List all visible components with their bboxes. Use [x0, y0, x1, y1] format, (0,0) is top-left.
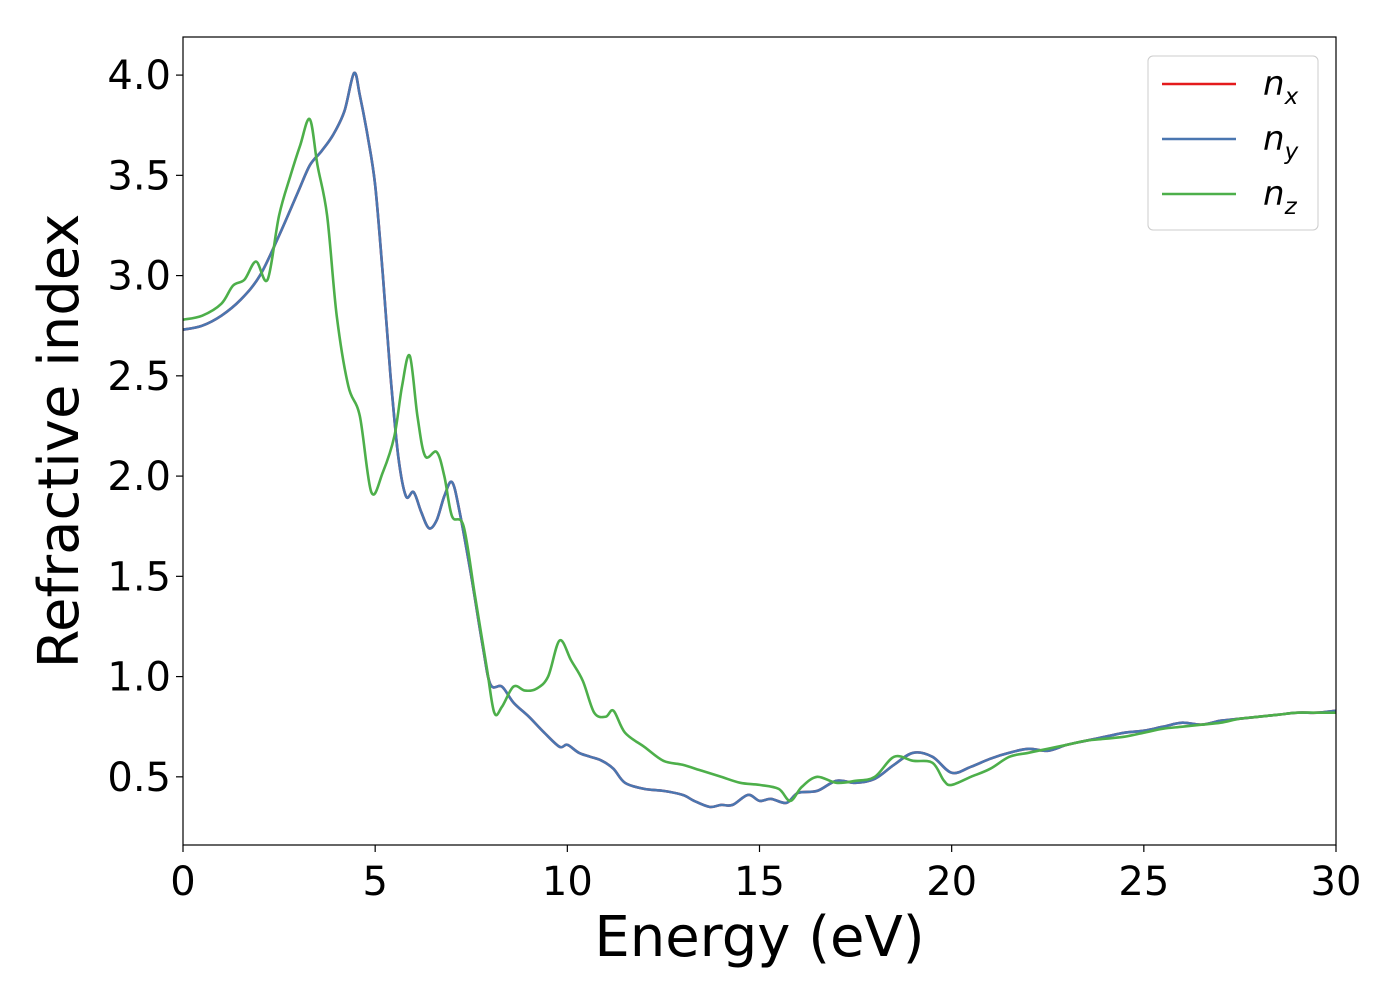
- legend-label-z: nz: [1263, 174, 1298, 220]
- y-tick-label: 3.0: [107, 254, 171, 300]
- legend-box: [1147, 55, 1319, 231]
- x-tick-label: 20: [926, 859, 977, 905]
- x-axis-title: Energy (eV): [594, 905, 924, 970]
- legend-label-y: ny: [1263, 119, 1299, 165]
- x-tick-label: 5: [362, 859, 387, 905]
- y-axis-ticks: 0.5 1.0 1.5 2.0 2.5 3.0 3.5 4.0: [107, 53, 183, 801]
- x-tick-label: 30: [1311, 859, 1362, 905]
- y-tick-label: 1.0: [107, 655, 171, 701]
- legend: nx ny nz: [1147, 55, 1319, 231]
- y-axis-title: Refractive index: [27, 214, 92, 669]
- series-layer: [183, 71, 1336, 809]
- x-tick-label: 0: [170, 859, 195, 905]
- legend-label-x: nx: [1263, 64, 1299, 110]
- series-line-z: [183, 117, 1336, 803]
- x-tick-label: 15: [734, 859, 785, 905]
- x-axis-ticks: 0 5 10 15 20 25 30: [170, 845, 1361, 905]
- y-tick-label: 3.5: [107, 153, 171, 199]
- x-tick-label: 10: [542, 859, 593, 905]
- y-tick-label: 1.5: [107, 554, 171, 600]
- y-tick-label: 2.0: [107, 454, 171, 500]
- y-tick-label: 2.5: [107, 354, 171, 400]
- y-tick-label: 0.5: [107, 755, 171, 801]
- y-tick-label: 4.0: [107, 53, 171, 99]
- x-tick-label: 25: [1118, 859, 1169, 905]
